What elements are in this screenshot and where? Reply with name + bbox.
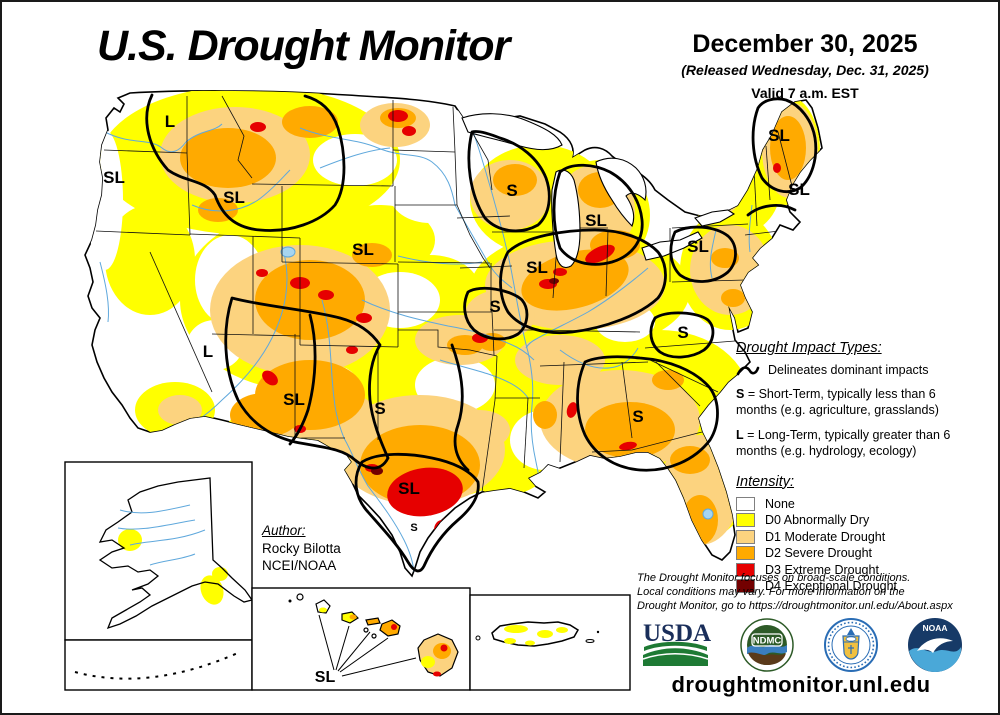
intensity-label: D0 Abnormally Dry: [765, 513, 870, 528]
puerto-rico-inset: [469, 594, 631, 691]
short-term-definition: S = Short-Term, typically less than 6 mo…: [736, 387, 939, 417]
intensity-item: D0 Abnormally Dry: [736, 512, 988, 529]
intensity-label: D2 Severe Drought: [765, 546, 873, 561]
intensity-label: D1 Moderate Drought: [765, 529, 886, 544]
ndmc-logo: NDMC: [740, 618, 795, 672]
intensity-swatch: [736, 529, 755, 544]
author-block: Author: Rocky Bilotta NCEI/NOAA: [262, 522, 341, 575]
intensity-swatch: [736, 579, 755, 594]
intensity-label: D3 Extreme Drought: [765, 562, 879, 577]
author-heading: Author:: [262, 523, 306, 538]
page-title: U.S. Drought Monitor: [97, 22, 510, 70]
disclaimer-text: The Drought Monitor focuses on broad-sca…: [637, 572, 953, 612]
intensity-item: D2 Severe Drought: [736, 545, 988, 562]
intensity-list: None D0 Abnormally Dry D1 Moderate Drought…: [736, 496, 988, 595]
alaska-inset: [64, 461, 254, 691]
intensity-label: D4 Exceptional Drought: [765, 579, 898, 594]
delineation-squiggle-icon: [736, 365, 760, 375]
intensity-swatch: [736, 562, 755, 577]
impact-delineation-lines: [145, 93, 818, 573]
dept-of-commerce-logo: [823, 618, 878, 672]
intensity-item: D4 Exceptional Drought: [736, 578, 988, 595]
intensity-swatch: [736, 546, 755, 561]
release-date: (Released Wednesday, Dec. 31, 2025): [681, 62, 929, 78]
intensity-heading: Intensity:: [736, 473, 795, 490]
intensity-item: D1 Moderate Drought: [736, 529, 988, 546]
impact-types-heading: Drought Impact Types:: [736, 340, 882, 356]
svg-text:NDMC: NDMC: [753, 636, 782, 647]
state-borders: [95, 95, 793, 493]
hawaii-inset: [251, 587, 471, 691]
map-date: December 30, 2025: [692, 30, 918, 58]
legend-panel: Drought Impact Types: Delineates dominan…: [736, 340, 988, 595]
intensity-label: None: [765, 496, 795, 511]
long-term-definition: L = Long-Term, typically greater than 6 …: [736, 428, 951, 458]
intensity-swatch: [736, 496, 755, 511]
agency-logos: USDA NDMC NOAA: [641, 616, 963, 674]
delineates-label: Delineates dominant impacts: [768, 363, 929, 377]
intensity-item: None: [736, 496, 988, 513]
usda-logo: USDA: [642, 620, 711, 666]
svg-text:NOAA: NOAA: [922, 623, 947, 633]
author-name: Rocky Bilotta: [262, 540, 341, 556]
website-url: droughtmonitor.unl.edu: [671, 672, 931, 697]
valid-time: Valid 7 a.m. EST: [751, 85, 859, 101]
intensity-item: D3 Extreme Drought: [736, 562, 988, 579]
date-block: December 30, 2025 (Released Wednesday, D…: [640, 30, 970, 101]
author-org: NCEI/NOAA: [262, 558, 337, 574]
intensity-swatch: [736, 513, 755, 528]
noaa-logo: NOAA: [907, 618, 962, 672]
